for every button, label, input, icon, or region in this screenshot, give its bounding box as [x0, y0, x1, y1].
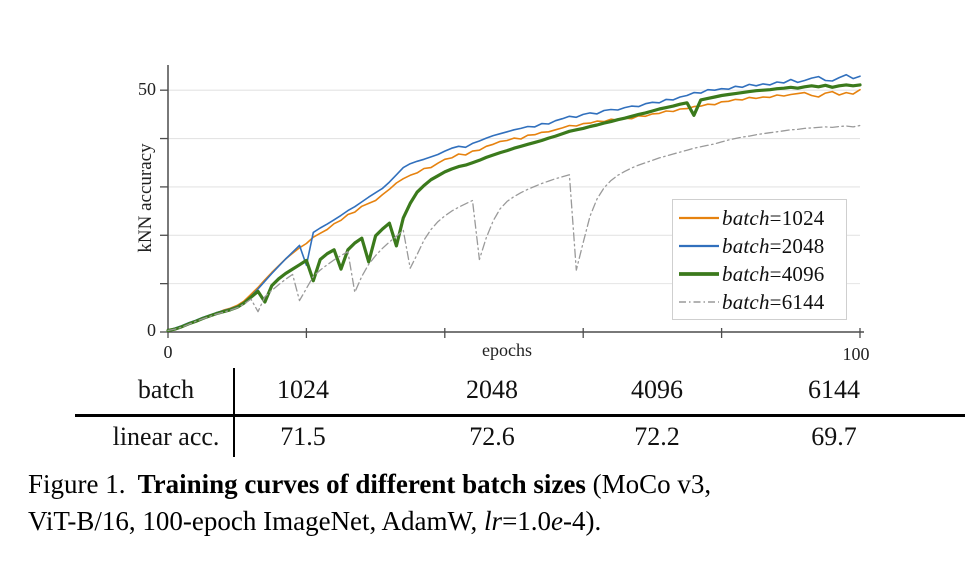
series-line-batch-4096: [166, 83, 862, 333]
series-line-batch-2048: [167, 73, 861, 332]
y-axis-title: kNN accuracy: [135, 143, 156, 253]
table-column-divider: [233, 368, 235, 457]
chart-legend: batch=1024 batch=2048 batch=4096 batch=6…: [672, 199, 847, 320]
y-tick-label-0: 0: [147, 320, 156, 340]
caption-lr-italic: lr: [484, 506, 503, 536]
legend-label-6144: batch=6144: [722, 289, 825, 314]
caption-line2-pre: ViT-B/16, 100-epoch ImageNet, AdamW,: [28, 506, 478, 536]
x-axis-title: epochs: [482, 340, 532, 360]
caption-bold-text: Training curves of different batch sizes: [137, 469, 586, 499]
x-tick-label-100: 100: [842, 344, 870, 364]
table-acc-2048: 72.6: [469, 422, 515, 451]
caption-line1-tail: (MoCo v3,: [592, 469, 712, 499]
table-batch-2048: 2048: [466, 375, 518, 404]
legend-label-2048: batch=2048: [722, 233, 825, 258]
caption-line-2: ViT-B/16, 100-epoch ImageNet, AdamW, lr=1…: [28, 503, 958, 540]
table-batch-1024: 1024: [277, 375, 329, 404]
table-row2-label: linear acc.: [112, 422, 220, 451]
caption-line-1: Figure 1. Training curves of different ba…: [28, 466, 958, 503]
x-tick-label-0: 0: [163, 342, 173, 362]
table-acc-4096: 72.2: [634, 422, 680, 451]
series-line-batch-6144: [167, 124, 861, 332]
table-batch-4096: 4096: [631, 375, 683, 404]
legend-item-batch-1024: batch=1024: [673, 204, 846, 232]
legend-label-1024: batch=1024: [722, 205, 825, 230]
legend-item-batch-4096: batch=4096: [673, 260, 846, 288]
caption-line2-tail: -4).: [563, 506, 602, 536]
results-table: batch 1024 2048 4096 6144 linear acc. 71…: [0, 365, 973, 460]
caption-figure-label: Figure 1.: [28, 469, 126, 499]
table-batch-6144: 6144: [808, 375, 860, 404]
legend-line-sample-6144: [679, 301, 719, 303]
table-acc-1024: 71.5: [280, 422, 326, 451]
legend-line-sample-2048: [679, 244, 719, 248]
training-curves-chart: [160, 65, 864, 338]
y-tick-label-50: 50: [138, 79, 156, 99]
legend-label-4096: batch=4096: [722, 261, 825, 286]
legend-line-sample-4096: [679, 272, 719, 276]
legend-line-sample-1024: [679, 216, 719, 220]
caption-lr-mid: =1.0: [502, 506, 552, 536]
figure-caption: Figure 1. Training curves of different ba…: [28, 466, 958, 540]
legend-item-batch-2048: batch=2048: [673, 232, 846, 260]
table-row1-label: batch: [137, 375, 195, 404]
legend-item-batch-6144: batch=6144: [673, 288, 846, 316]
caption-e-italic: e: [551, 506, 564, 536]
table-acc-6144: 69.7: [811, 422, 857, 451]
table-horizontal-rule: [75, 414, 965, 417]
